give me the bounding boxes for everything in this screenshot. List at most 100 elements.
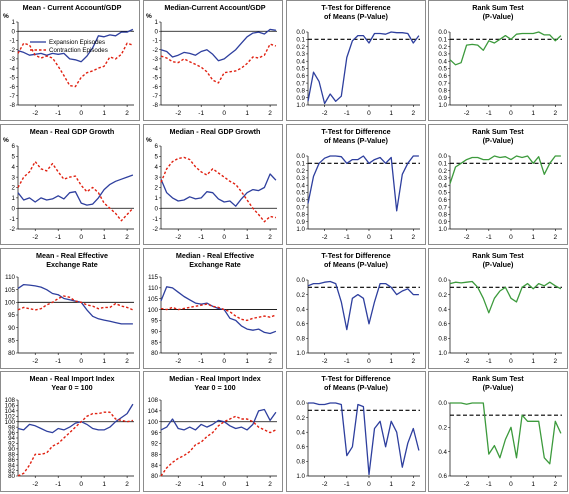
chart-panel-6: Median - Real GDP Growth% 6 5 4 3 2 1 0 -1 -2 -2 -1… <box>143 124 283 245</box>
chart-svg: Mean - Real GDP Growth%6 5 4 3 2 1 0 -1 -2 -2 -1 0 1… <box>0 124 140 245</box>
chart-panel-16: Rank Sum Test (P-Value) 0.0 0.2 0.4 0.6 -2 -1 0 1… <box>428 371 568 492</box>
x-tick-label: 1 <box>102 358 106 365</box>
y-tick-label: 0.4 <box>296 429 305 436</box>
expansion-series-line <box>17 283 133 325</box>
y-tick-label: 105 <box>148 296 159 303</box>
y-tick-label: 5 <box>155 154 159 161</box>
y-tick-label: 0.1 <box>296 37 305 44</box>
chart-title: Median - Real Import Index <box>169 374 260 383</box>
y-tick-label: 0.9 <box>438 219 447 226</box>
y-tick-label: 80 <box>8 350 15 357</box>
chart-title: T-Test for Difference <box>321 251 390 260</box>
y-tick-label: -8 <box>9 102 15 109</box>
x-tick-label: -1 <box>486 110 492 117</box>
y-tick-label: 0.2 <box>438 292 447 299</box>
y-tick-label: 88 <box>151 451 158 458</box>
y-tick-label: 110 <box>148 285 158 292</box>
x-tick-label: -1 <box>55 110 61 117</box>
y-tick-label: 80 <box>151 350 158 357</box>
chart-title: of Means (P-Value) <box>324 12 389 21</box>
x-tick-label: 1 <box>245 481 249 488</box>
panel-frame <box>0 248 140 369</box>
chart-panel-12: Rank Sum Test (P-Value) 0.0 0.2 0.4 0.6 0.8 1.0… <box>428 248 568 369</box>
contraction-series-line <box>160 303 277 322</box>
expansion-series-line <box>17 174 134 206</box>
y-tick-label: 1.0 <box>438 350 447 357</box>
x-tick-label: -2 <box>175 110 181 117</box>
t-test-pvalue-line <box>308 402 420 476</box>
y-tick-label: 1.0 <box>296 473 305 480</box>
x-tick-label: 0 <box>509 110 513 117</box>
t-test-pvalue-line <box>307 155 419 212</box>
chart-title: Median - Real GDP Growth <box>170 127 261 136</box>
x-tick-label: -1 <box>198 234 204 241</box>
panel-frame <box>0 124 140 245</box>
y-tick-label: 0.2 <box>296 168 305 175</box>
y-tick-label: 0 <box>155 205 159 212</box>
x-tick-label: 1 <box>102 110 106 117</box>
y-tick-label: 0.9 <box>438 95 447 102</box>
chart-title: Mean - Real Import Index <box>29 374 114 383</box>
y-tick-label: 5 <box>12 154 16 161</box>
x-tick-label: -1 <box>486 358 492 365</box>
y-tick-label: 95 <box>151 318 158 325</box>
chart-title: Median - Real Effective <box>176 251 254 260</box>
y-tick-label: -5 <box>9 75 15 82</box>
x-tick-label: 0 <box>367 358 371 365</box>
y-tick-label: 0.2 <box>296 292 305 299</box>
x-tick-label: 2 <box>412 481 416 488</box>
contraction-series-line <box>160 156 277 223</box>
y-tick-label: -1 <box>152 38 158 45</box>
x-tick-label: 0 <box>222 110 226 117</box>
y-tick-label: 0.0 <box>438 153 447 160</box>
x-tick-label: -1 <box>486 481 492 488</box>
panel-frame <box>286 124 426 245</box>
chart-title: (P-Value) <box>483 383 514 392</box>
chart-title: Mean - Current Account/GDP <box>23 3 122 12</box>
y-tick-label: 0.6 <box>296 73 305 80</box>
y-tick-label: -2 <box>152 226 158 233</box>
x-tick-label: 1 <box>245 234 249 241</box>
x-tick-label: 1 <box>531 234 535 241</box>
x-tick-label: 0 <box>79 481 83 488</box>
y-tick-label: 0.2 <box>296 44 305 51</box>
x-tick-label: 0 <box>367 481 371 488</box>
x-tick-label: -2 <box>322 481 328 488</box>
x-tick-label: 0 <box>509 481 513 488</box>
y-tick-label: 0.1 <box>438 161 447 168</box>
y-tick-label: 3 <box>155 174 159 181</box>
y-tick-label: 0.5 <box>296 66 305 73</box>
x-tick-label: 0 <box>79 234 83 241</box>
chart-title: Year 0 = 100 <box>51 383 92 392</box>
chart-svg: Median-Current Account/GDP%10-1-2-3-4-5-… <box>143 0 283 121</box>
y-tick-label: 1.0 <box>296 102 305 109</box>
x-tick-label: 1 <box>389 481 393 488</box>
x-tick-label: 0 <box>367 110 371 117</box>
contraction-series-line <box>17 160 134 222</box>
y-tick-label: 0 <box>155 28 159 35</box>
x-tick-label: 1 <box>245 358 249 365</box>
y-tick-label: 2 <box>12 185 16 192</box>
y-tick-label: 80 <box>8 473 15 480</box>
y-tick-label: 0.0 <box>296 29 305 36</box>
y-tick-label: 0.9 <box>296 95 305 102</box>
legend-label-expansion: Expansion Episodes <box>49 39 105 46</box>
y-tick-label: 0.8 <box>296 336 305 343</box>
chart-svg: Rank Sum Test(P-Value) 0.00.10.20.30.40.5… <box>428 124 568 245</box>
x-tick-label: 2 <box>268 481 272 488</box>
y-tick-label: 0 <box>12 28 16 35</box>
x-tick-label: 2 <box>412 358 416 365</box>
y-tick-label: -7 <box>9 93 15 100</box>
chart-title: T-Test for Difference <box>321 374 390 383</box>
y-tick-label: 90 <box>8 325 15 332</box>
expansion-series-line <box>17 28 134 63</box>
x-tick-label: -2 <box>32 110 38 117</box>
chart-panel-8: Rank Sum Test (P-Value) 0.0 0.1 0.2 0.3 0.4 0.5… <box>428 124 568 245</box>
chart-panel-2: Median-Current Account/GDP% 1 0 -1 -2 -3 -4 -5-… <box>143 0 283 121</box>
x-tick-label: 2 <box>125 358 129 365</box>
expansion-series-line <box>160 28 276 62</box>
x-tick-label: 0 <box>367 234 371 241</box>
